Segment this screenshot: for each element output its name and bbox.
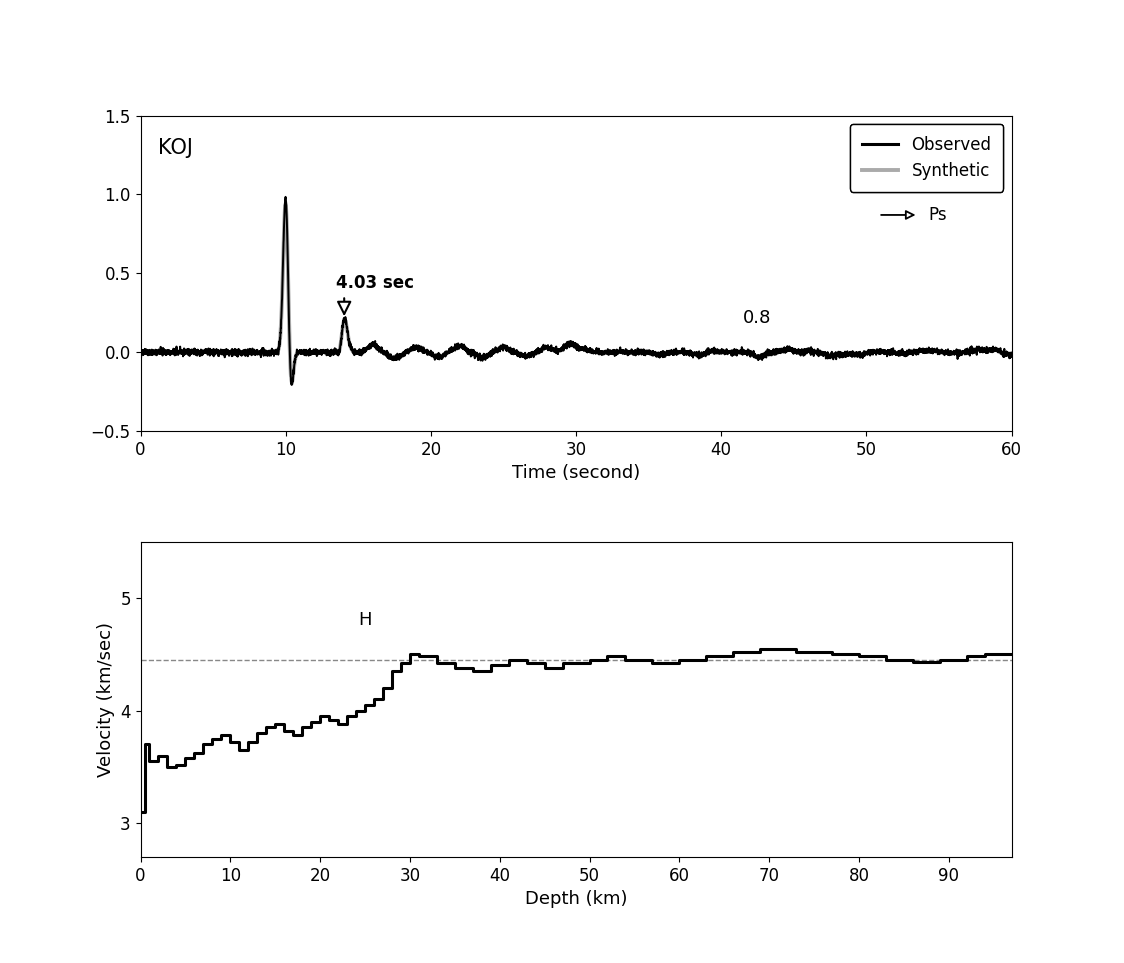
Text: 0.8: 0.8 — [743, 308, 771, 326]
Legend: Observed, Synthetic: Observed, Synthetic — [850, 124, 1004, 192]
X-axis label: Depth (km): Depth (km) — [525, 891, 627, 908]
Text: H: H — [359, 612, 372, 630]
Text: 4.03 sec: 4.03 sec — [336, 274, 415, 292]
X-axis label: Time (second): Time (second) — [511, 464, 641, 482]
Y-axis label: Velocity (km/sec): Velocity (km/sec) — [97, 622, 115, 777]
Text: Ps: Ps — [928, 206, 948, 224]
Text: KOJ: KOJ — [157, 138, 193, 158]
